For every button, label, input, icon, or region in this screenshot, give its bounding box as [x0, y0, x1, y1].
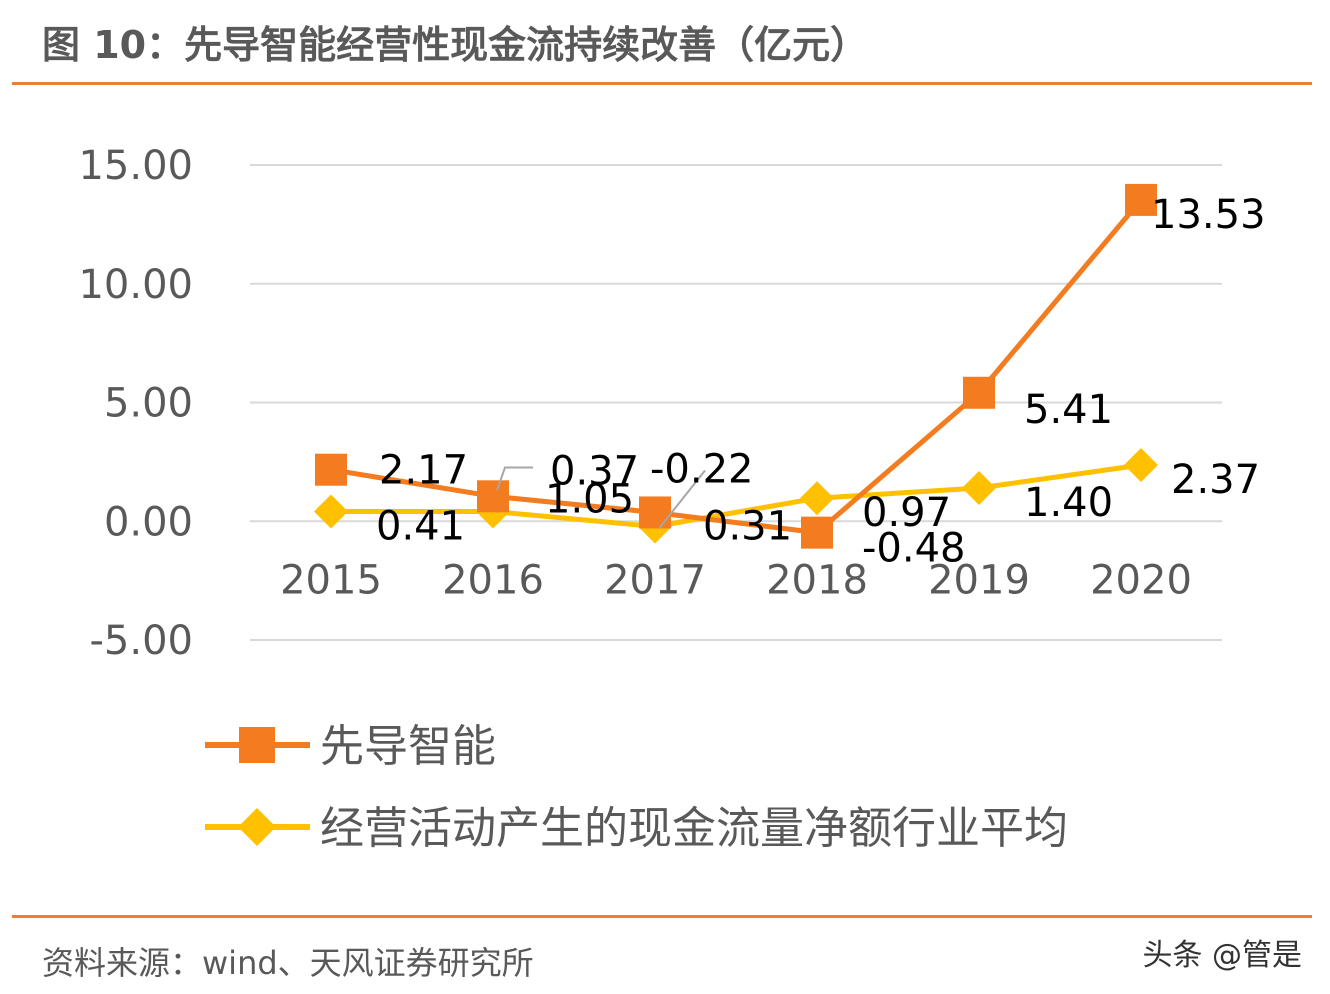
data-label: 13.53 [1151, 192, 1266, 238]
x-tick-label: 2015 [280, 557, 382, 603]
data-label: 0.97 [862, 490, 951, 536]
data-label: 0.41 [376, 504, 465, 550]
line-chart: 15.00 10.00 5.00 0.00 -5.00 2015 2016 2017 2018 2… [78, 143, 1266, 854]
x-tick-label: 2020 [1090, 557, 1192, 603]
leader-line [658, 469, 706, 530]
data-point [477, 480, 509, 513]
y-tick-label: 0.00 [104, 499, 193, 545]
series-line [330, 198, 1143, 536]
y-tick-label: 15.00 [78, 143, 193, 189]
watermark: 头条 @管是 [1142, 938, 1302, 973]
data-point [962, 471, 996, 505]
data-point [639, 496, 671, 529]
series-line [331, 462, 1142, 529]
x-tick-label: 2016 [442, 557, 544, 603]
leader-line [496, 466, 533, 491]
x-tick-label: 2019 [928, 557, 1030, 603]
data-point [1125, 183, 1157, 216]
x-tick-label: 2018 [766, 557, 868, 603]
data-label: 5.41 [1024, 387, 1113, 433]
data-label: 0.37 [550, 448, 639, 494]
y-tick-label: 10.00 [78, 262, 193, 308]
x-tick-label: 2017 [604, 557, 706, 603]
data-label: 2.17 [379, 448, 468, 494]
legend-marker [239, 727, 275, 763]
data-point [1124, 447, 1158, 482]
top-divider [12, 82, 1312, 85]
data-point [963, 376, 995, 409]
legend-label: 经营活动产生的现金流量净额行业平均 [320, 803, 1068, 854]
data-point [315, 453, 347, 486]
data-point [314, 494, 348, 529]
y-tick-label: 5.00 [104, 381, 193, 427]
data-label: 2.37 [1171, 457, 1260, 503]
data-label: -0.22 [650, 446, 754, 492]
legend-label: 先导智能 [320, 721, 496, 772]
source-note: 资料来源：wind、天风证券研究所 [42, 944, 534, 982]
legend-marker [238, 808, 276, 846]
data-label: -0.48 [862, 526, 966, 572]
bottom-divider [12, 915, 1312, 918]
data-point [801, 516, 833, 549]
data-label: 1.40 [1024, 480, 1113, 526]
y-tick-label: -5.00 [90, 618, 194, 664]
data-point [800, 481, 834, 516]
chart-title: 图 10：先导智能经营性现金流持续改善（亿元） [42, 23, 869, 67]
data-label: 1.05 [545, 476, 634, 522]
data-label: 0.31 [703, 504, 792, 550]
